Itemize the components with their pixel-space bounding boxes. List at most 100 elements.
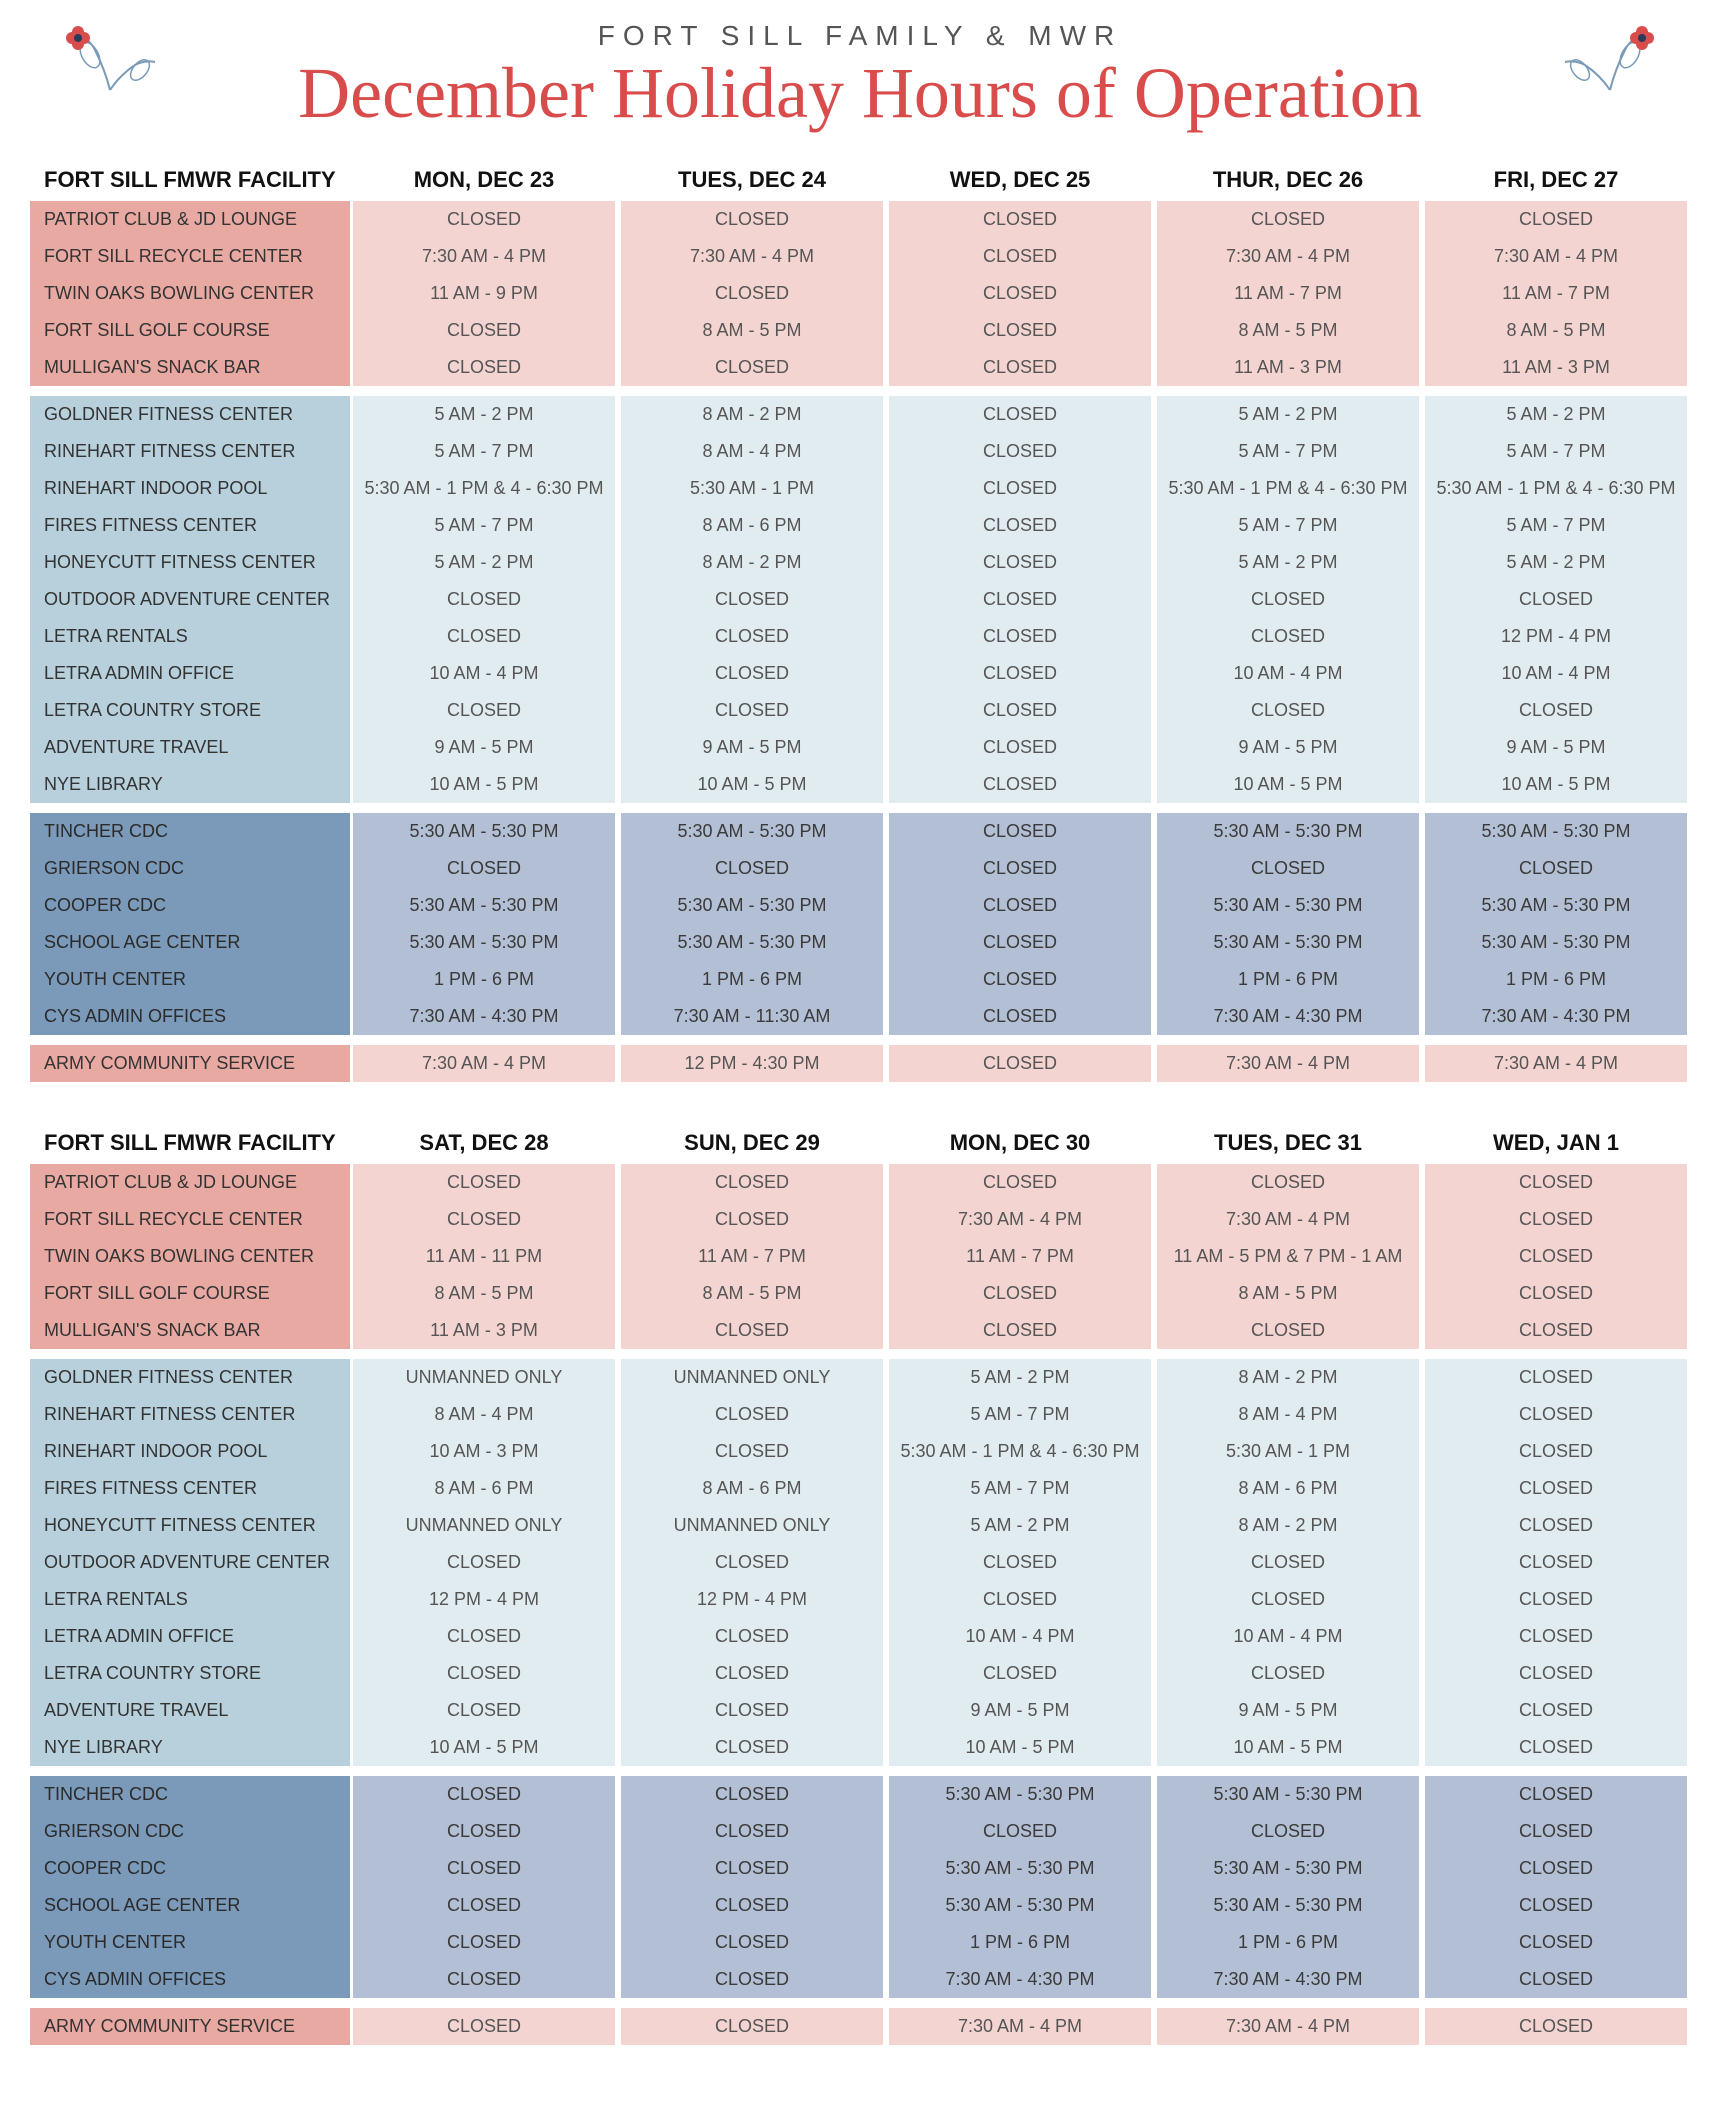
facility-name: RINEHART FITNESS CENTER (30, 1396, 350, 1433)
hours-cell: 9 AM - 5 PM (1157, 1692, 1419, 1729)
hours-cell: 1 PM - 6 PM (1157, 1924, 1419, 1961)
hours-cell: CLOSED (1157, 201, 1419, 238)
hours-cell: CLOSED (889, 581, 1151, 618)
day-header: FRI, DEC 27 (1425, 159, 1687, 201)
hours-cell: CLOSED (1157, 1813, 1419, 1850)
hours-cell: CLOSED (621, 1618, 883, 1655)
day-header: SUN, DEC 29 (621, 1122, 883, 1164)
table-row: FORT SILL GOLF COURSECLOSED8 AM - 5 PMCL… (30, 312, 1690, 349)
table-row: ARMY COMMUNITY SERVICECLOSEDCLOSED7:30 A… (30, 2008, 1690, 2045)
hours-cell: 5 AM - 2 PM (1425, 544, 1687, 581)
table-row: FIRES FITNESS CENTER8 AM - 6 PM8 AM - 6 … (30, 1470, 1690, 1507)
hours-cell: CLOSED (1425, 2008, 1687, 2045)
hours-cell: 7:30 AM - 4 PM (353, 238, 615, 275)
hours-cell: CLOSED (889, 729, 1151, 766)
hours-cell: CLOSED (621, 1887, 883, 1924)
group-gap (30, 1035, 1690, 1045)
table-row: PATRIOT CLUB & JD LOUNGECLOSEDCLOSEDCLOS… (30, 201, 1690, 238)
hours-cell: CLOSED (353, 1544, 615, 1581)
hours-cell: CLOSED (353, 1201, 615, 1238)
hours-cell: 8 AM - 4 PM (621, 433, 883, 470)
hours-cell: 7:30 AM - 4:30 PM (353, 998, 615, 1035)
hours-cell: 10 AM - 5 PM (353, 766, 615, 803)
table-row: RINEHART FITNESS CENTER5 AM - 7 PM8 AM -… (30, 433, 1690, 470)
hours-cell: CLOSED (353, 581, 615, 618)
hours-cell: 5:30 AM - 5:30 PM (621, 887, 883, 924)
table-row: SCHOOL AGE CENTER5:30 AM - 5:30 PM5:30 A… (30, 924, 1690, 961)
hours-cell: CLOSED (353, 1813, 615, 1850)
hours-cell: 5:30 AM - 5:30 PM (1157, 1850, 1419, 1887)
hours-cell: 8 AM - 2 PM (621, 544, 883, 581)
hours-cell: 10 AM - 5 PM (1157, 1729, 1419, 1766)
hours-cell: CLOSED (1425, 1507, 1687, 1544)
hours-cell: CLOSED (353, 1618, 615, 1655)
hours-cell: CLOSED (889, 1312, 1151, 1349)
hours-cell: CLOSED (1425, 1238, 1687, 1275)
hours-cell: 5 AM - 2 PM (1157, 396, 1419, 433)
hours-cell: CLOSED (889, 201, 1151, 238)
facility-name: TINCHER CDC (30, 1776, 350, 1813)
page-subtitle: FORT SILL FAMILY & MWR (30, 20, 1690, 52)
hours-cell: 5 AM - 7 PM (1157, 507, 1419, 544)
table-row: OUTDOOR ADVENTURE CENTERCLOSEDCLOSEDCLOS… (30, 1544, 1690, 1581)
hours-cell: 5 AM - 7 PM (353, 433, 615, 470)
hours-cell: CLOSED (889, 275, 1151, 312)
hours-cell: 5 AM - 7 PM (353, 507, 615, 544)
facility-name: FIRES FITNESS CENTER (30, 507, 350, 544)
hours-cell: 5:30 AM - 5:30 PM (621, 813, 883, 850)
hours-cell: CLOSED (1157, 1655, 1419, 1692)
table-row: HONEYCUTT FITNESS CENTERUNMANNED ONLYUNM… (30, 1507, 1690, 1544)
hours-cell: 5 AM - 7 PM (1157, 433, 1419, 470)
hours-cell: CLOSED (1425, 1581, 1687, 1618)
hours-cell: CLOSED (353, 312, 615, 349)
hours-cell: 10 AM - 4 PM (889, 1618, 1151, 1655)
hours-cell: CLOSED (889, 655, 1151, 692)
hours-cell: CLOSED (889, 507, 1151, 544)
hours-cell: CLOSED (889, 1045, 1151, 1082)
hours-cell: 8 AM - 4 PM (353, 1396, 615, 1433)
hours-cell: 5:30 AM - 5:30 PM (353, 813, 615, 850)
hours-cell: CLOSED (889, 766, 1151, 803)
table-row: LETRA COUNTRY STORECLOSEDCLOSEDCLOSEDCLO… (30, 692, 1690, 729)
facility-name: LETRA ADMIN OFFICE (30, 655, 350, 692)
hours-cell: CLOSED (1157, 850, 1419, 887)
hours-cell: 1 PM - 6 PM (889, 1924, 1151, 1961)
hours-cell: 5 AM - 7 PM (1425, 507, 1687, 544)
hours-cell: CLOSED (621, 2008, 883, 2045)
hours-cell: 5:30 AM - 5:30 PM (353, 924, 615, 961)
hours-cell: 11 AM - 3 PM (1425, 349, 1687, 386)
facility-name: GRIERSON CDC (30, 1813, 350, 1850)
facility-header: FORT SILL FMWR FACILITY (30, 1122, 350, 1164)
day-header: WED, JAN 1 (1425, 1122, 1687, 1164)
table-row: GOLDNER FITNESS CENTER5 AM - 2 PM8 AM - … (30, 396, 1690, 433)
hours-cell: CLOSED (889, 1581, 1151, 1618)
hours-cell: 5:30 AM - 5:30 PM (1157, 924, 1419, 961)
table-row: LETRA ADMIN OFFICE10 AM - 4 PMCLOSEDCLOS… (30, 655, 1690, 692)
hours-cell: 8 AM - 6 PM (621, 507, 883, 544)
facility-name: LETRA RENTALS (30, 618, 350, 655)
facility-name: NYE LIBRARY (30, 1729, 350, 1766)
hours-cell: 11 AM - 3 PM (1157, 349, 1419, 386)
hours-cell: 8 AM - 5 PM (621, 1275, 883, 1312)
hours-cell: 8 AM - 4 PM (1157, 1396, 1419, 1433)
table-row: ADVENTURE TRAVELCLOSEDCLOSED9 AM - 5 PM9… (30, 1692, 1690, 1729)
hours-cell: 5 AM - 2 PM (889, 1359, 1151, 1396)
facility-name: ARMY COMMUNITY SERVICE (30, 2008, 350, 2045)
hours-cell: CLOSED (1157, 618, 1419, 655)
hours-cell: CLOSED (889, 349, 1151, 386)
table-row: ADVENTURE TRAVEL9 AM - 5 PM9 AM - 5 PMCL… (30, 729, 1690, 766)
hours-cell: CLOSED (621, 1961, 883, 1998)
hours-cell: CLOSED (621, 581, 883, 618)
hours-cell: CLOSED (889, 312, 1151, 349)
facility-name: ADVENTURE TRAVEL (30, 1692, 350, 1729)
hours-cell: 12 PM - 4 PM (621, 1581, 883, 1618)
flower-decoration-right (1550, 20, 1670, 115)
hours-cell: 5 AM - 2 PM (353, 544, 615, 581)
hours-cell: CLOSED (621, 1776, 883, 1813)
hours-cell: 5 AM - 2 PM (889, 1507, 1151, 1544)
hours-cell: CLOSED (353, 1164, 615, 1201)
table-row: FORT SILL GOLF COURSE8 AM - 5 PM8 AM - 5… (30, 1275, 1690, 1312)
day-header: TUES, DEC 24 (621, 159, 883, 201)
day-header: MON, DEC 23 (353, 159, 615, 201)
hours-cell: CLOSED (889, 1655, 1151, 1692)
